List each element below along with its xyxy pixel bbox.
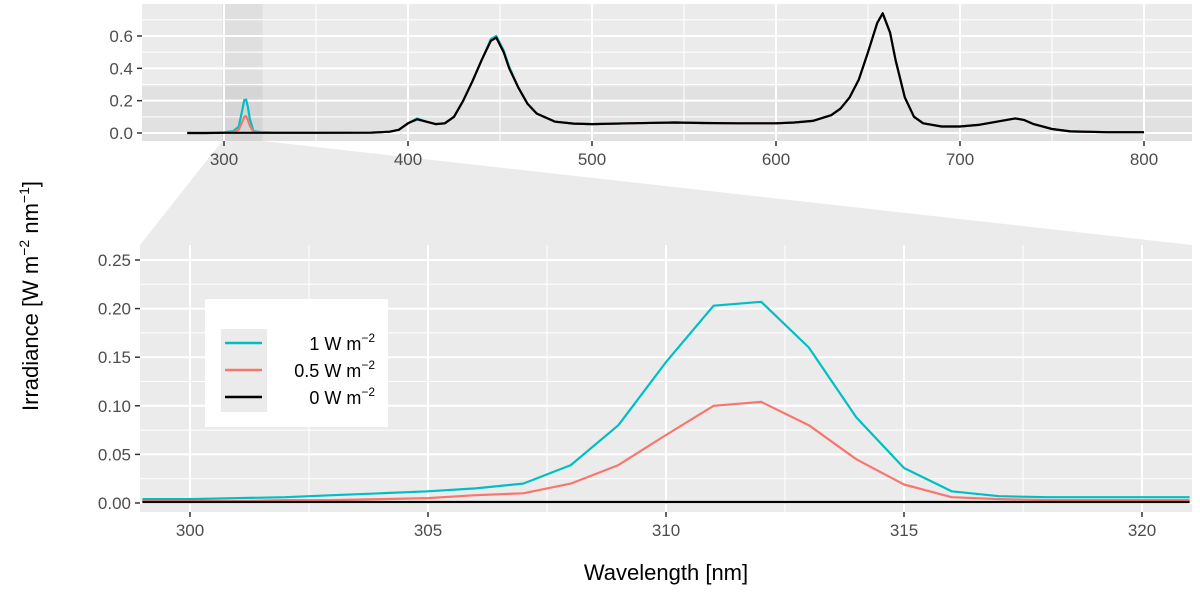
x-tick-label: 300 bbox=[210, 150, 238, 169]
x-tick-label: 315 bbox=[890, 521, 918, 540]
y-tick-label: 0.4 bbox=[109, 59, 133, 78]
y-tick-label: 0.20 bbox=[98, 300, 131, 319]
highlight-band-vertical bbox=[222, 4, 263, 141]
y-tick-label: 0.05 bbox=[98, 445, 131, 464]
y-tick-label: 0.15 bbox=[98, 348, 131, 367]
y-tick-label: 0.2 bbox=[109, 92, 133, 111]
x-tick-label: 300 bbox=[176, 521, 204, 540]
legend-label-05w: 0.5 W m−2 bbox=[294, 358, 375, 381]
overview-panel: 0.0 0.2 0.4 0.6 300 400 500 600 700 800 bbox=[109, 4, 1192, 169]
x-tick-label: 320 bbox=[1128, 521, 1156, 540]
legend-label-0w: 0 W m−2 bbox=[309, 385, 375, 408]
y-tick-label: 0.6 bbox=[109, 27, 133, 46]
x-tick-label: 600 bbox=[762, 150, 790, 169]
x-tick-label: 310 bbox=[652, 521, 680, 540]
x-axis-title: Wavelength [nm] bbox=[584, 560, 748, 585]
series-line-05w bbox=[142, 400, 1190, 503]
x-tick-label: 700 bbox=[946, 150, 974, 169]
x-tick-label: 500 bbox=[578, 150, 606, 169]
series-line-1w bbox=[142, 300, 1190, 501]
x-tick-label: 800 bbox=[1130, 150, 1158, 169]
zoom-connector-wedge bbox=[140, 141, 1192, 245]
y-axis-title: Irradiance [W m−2 nm−1] bbox=[16, 181, 43, 411]
y-tick-label: 0.0 bbox=[109, 124, 133, 143]
legend: 1 W m−2 0.5 W m−2 0 W m−2 bbox=[205, 299, 388, 427]
series-line-0w bbox=[187, 12, 1144, 135]
legend-label-1w: 1 W m−2 bbox=[309, 331, 375, 354]
x-tick-label: 305 bbox=[414, 521, 442, 540]
y-tick-label: 0.10 bbox=[98, 397, 131, 416]
y-tick-label: 0.00 bbox=[98, 494, 131, 513]
y-tick-label: 0.25 bbox=[98, 251, 131, 270]
x-tick-label: 400 bbox=[394, 150, 422, 169]
